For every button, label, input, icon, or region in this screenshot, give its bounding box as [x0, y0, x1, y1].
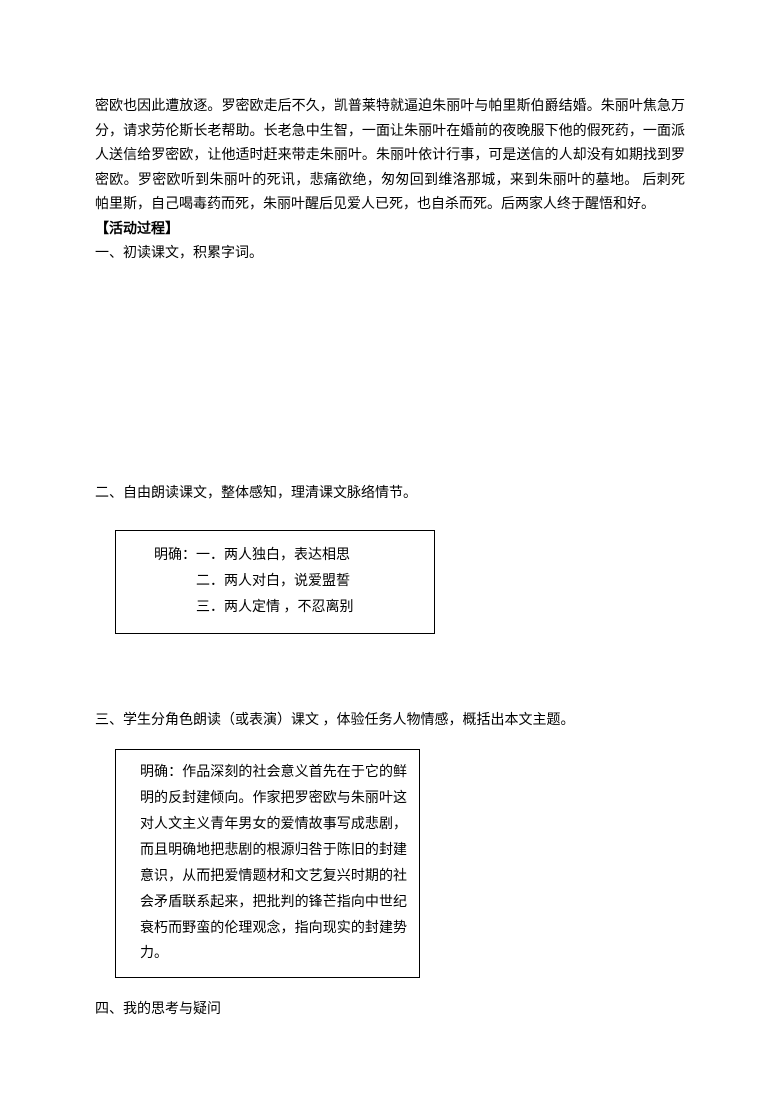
intro-paragraph: 密欧也因此遭放逐。罗密欧走后不久，凯普莱特就逼迫朱丽叶与帕里斯伯爵结婚。朱丽叶焦… — [95, 95, 685, 218]
spacer — [95, 978, 685, 998]
box1-line3: 三．两人定情 ，不忍离别 — [154, 595, 414, 621]
spacer — [95, 733, 685, 749]
box1-line1: 明确：一．两人独白，表达相思 — [154, 543, 414, 569]
section-2: 二、自由朗读课文，整体感知，理清课文脉络情节。 — [95, 482, 685, 507]
answer-box-2: 明确：作品深刻的社会意义首先在于它的鲜明的反封建倾向。作家把罗密欧与朱丽叶这对人… — [115, 749, 420, 978]
spacer — [95, 634, 685, 709]
process-header: 【活动过程】 — [95, 218, 685, 243]
section-1: 一、初读课文，积累字词。 — [95, 242, 685, 267]
spacer — [95, 267, 685, 482]
spacer — [95, 506, 685, 530]
box1-line2: 二．两人对白，说爱盟誓 — [154, 569, 414, 595]
section-3: 三、学生分角色朗读（或表演）课文 ，体验任务人物情感，概括出本文主题。 — [95, 709, 685, 734]
answer-box-1: 明确：一．两人独白，表达相思 二．两人对白，说爱盟誓 三．两人定情 ，不忍离别 — [115, 530, 435, 634]
section-4: 四、我的思考与疑问 — [95, 998, 685, 1023]
